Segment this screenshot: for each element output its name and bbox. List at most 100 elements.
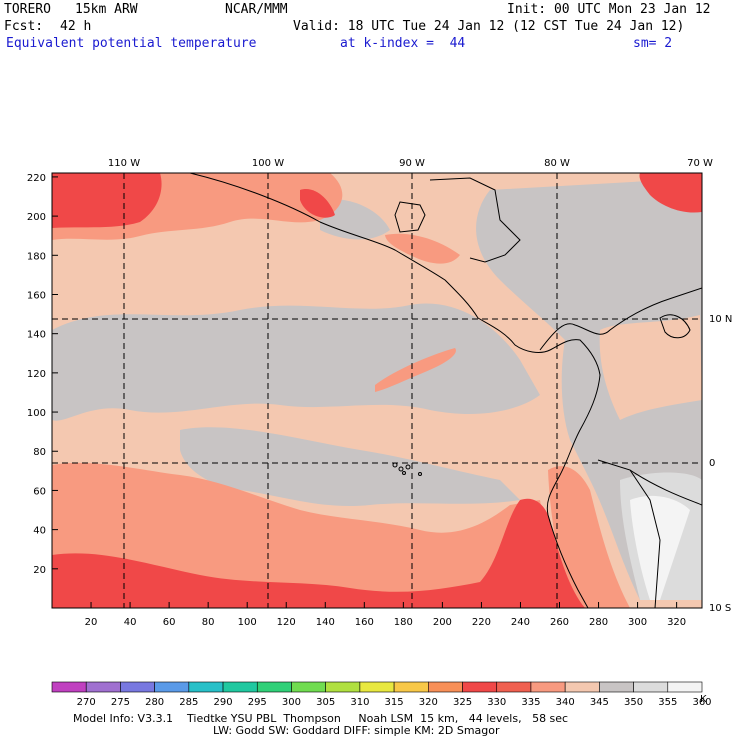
colorbar-label: 320 xyxy=(419,697,438,708)
bottom-tick-label: 120 xyxy=(277,617,296,628)
bottom-tick-label: 240 xyxy=(511,617,530,628)
valid-time: Valid: 18 UTC Tue 24 Jan 12 (12 CST Tue … xyxy=(293,19,685,34)
colorbar-label: 300 xyxy=(282,697,301,708)
map-frame xyxy=(51,172,703,609)
galapagos-islands xyxy=(392,462,422,476)
bottom-tick-label: 40 xyxy=(124,617,137,628)
colorbar-swatch xyxy=(188,681,224,693)
colorbar-swatch xyxy=(85,681,121,693)
institution: NCAR/MMM xyxy=(225,2,288,17)
colorbar-swatch xyxy=(462,681,498,693)
lon-label: 70 W xyxy=(687,158,713,169)
colorbar-swatch xyxy=(154,681,190,693)
bottom-tick-label: 180 xyxy=(394,617,413,628)
colorbar-label: 275 xyxy=(111,697,130,708)
colorbar-swatch xyxy=(325,681,361,693)
model-info-line1: Model Info: V3.3.1 Tiedtke YSU PBL Thomp… xyxy=(73,712,569,725)
lon-label: 80 W xyxy=(544,158,570,169)
model-name: TORERO xyxy=(4,2,51,17)
bottom-tick-label: 100 xyxy=(238,617,257,628)
bottom-tick-label: 80 xyxy=(202,617,215,628)
colorbar-label: 360 xyxy=(692,697,711,708)
left-tick-label: 120 xyxy=(27,369,46,380)
colorbar-label: 305 xyxy=(316,697,335,708)
colorbar-label: 290 xyxy=(214,697,233,708)
bottom-tick-label: 260 xyxy=(550,617,569,628)
bottom-tick-label: 280 xyxy=(589,617,608,628)
bottom-tick-label: 60 xyxy=(163,617,176,628)
colorbar-label: 310 xyxy=(350,697,369,708)
right-lat-labels: 10 N 0 10 S xyxy=(709,314,732,614)
coastlines xyxy=(189,173,702,608)
bottom-tick-label: 140 xyxy=(316,617,335,628)
shade-345-land-patch xyxy=(599,315,702,420)
model-resolution: 15km ARW xyxy=(75,2,138,17)
forecast-label: Fcst: xyxy=(4,19,44,34)
field-name: Equivalent potential temperature xyxy=(6,36,257,51)
smoothing-text: sm= 2 xyxy=(633,36,673,51)
colorbar-label: 340 xyxy=(556,697,575,708)
theta-e-field xyxy=(52,173,702,608)
colorbar-unit: K xyxy=(700,694,707,705)
lon-label: 100 W xyxy=(252,158,284,169)
left-tick-label: 20 xyxy=(33,565,46,576)
colorbar-swatch xyxy=(51,681,87,693)
colorbar-swatch xyxy=(633,681,669,693)
lon-label: 90 W xyxy=(399,158,425,169)
colorbar-swatch xyxy=(256,681,292,693)
left-tick-label: 100 xyxy=(27,408,46,419)
colorbar-swatch xyxy=(530,681,566,693)
left-grid-index-ticks: 220 200 180 160 140 120 100 80 60 40 20 xyxy=(27,173,58,576)
lat-label: 10 N xyxy=(709,314,732,325)
left-tick-label: 180 xyxy=(27,251,46,262)
bottom-tick-label: 220 xyxy=(472,617,491,628)
shade-340-streak xyxy=(375,348,456,392)
forecast-hours: 42 h xyxy=(60,19,92,34)
bottom-tick-label: 300 xyxy=(628,617,647,628)
shade-360 xyxy=(630,495,690,600)
colorbar-swatch xyxy=(393,681,429,693)
colorbar-label: 295 xyxy=(248,697,267,708)
colorbar-swatch xyxy=(291,681,326,693)
bottom-grid-index-ticks: 20 40 60 80 100 120 140 160 180 200 220 240 260 280 30… xyxy=(85,602,686,628)
colorbar-swatch xyxy=(428,681,463,693)
shade-335-northeast xyxy=(639,173,702,213)
model-info-line2: LW: Godd SW: Goddard DIFF: simple KM: 2D… xyxy=(213,724,500,737)
left-tick-label: 220 xyxy=(27,173,46,184)
lat-label: 10 S xyxy=(709,603,731,614)
left-tick-label: 200 xyxy=(27,212,46,223)
colorbar-swatch xyxy=(359,681,395,693)
level-text: at k-index = 44 xyxy=(340,36,466,51)
shade-350-central-band xyxy=(52,303,540,421)
left-tick-label: 80 xyxy=(33,447,46,458)
shade-335-gulf-patch xyxy=(300,189,335,218)
colorbar-label: 355 xyxy=(658,697,677,708)
left-tick-label: 160 xyxy=(27,290,46,301)
shade-340-andes xyxy=(548,466,630,608)
left-tick-label: 40 xyxy=(33,526,46,537)
left-tick-label: 140 xyxy=(27,330,46,341)
bottom-tick-label: 20 xyxy=(85,617,98,628)
shade-335-south xyxy=(52,498,585,608)
colorbar-label: 345 xyxy=(590,697,609,708)
colorbar-swatch xyxy=(120,681,155,693)
lat-label: 0 xyxy=(709,458,715,469)
colorbar-label: 270 xyxy=(77,697,96,708)
graticule xyxy=(52,173,702,608)
colorbar-swatch xyxy=(496,681,532,693)
colorbar-label: 285 xyxy=(179,697,198,708)
colorbar-label: 350 xyxy=(624,697,643,708)
colorbar-label: 325 xyxy=(453,697,472,708)
shade-335-northwest xyxy=(52,173,162,228)
colorbar-swatch xyxy=(667,681,703,693)
colorbar-swatch xyxy=(564,681,600,693)
top-lon-labels: 110 W 100 W 90 W 80 W 70 W xyxy=(108,158,713,169)
shade-350-lower-band xyxy=(180,427,520,507)
colorbar-label: 335 xyxy=(521,697,540,708)
colorbar-label: 280 xyxy=(145,697,164,708)
colorbar-swatch xyxy=(599,681,634,693)
colorbar: 270 275 280 285 290 295 300 305 310 315 320 325 330 3… xyxy=(51,681,712,708)
bottom-tick-label: 320 xyxy=(667,617,686,628)
bottom-tick-label: 200 xyxy=(433,617,452,628)
